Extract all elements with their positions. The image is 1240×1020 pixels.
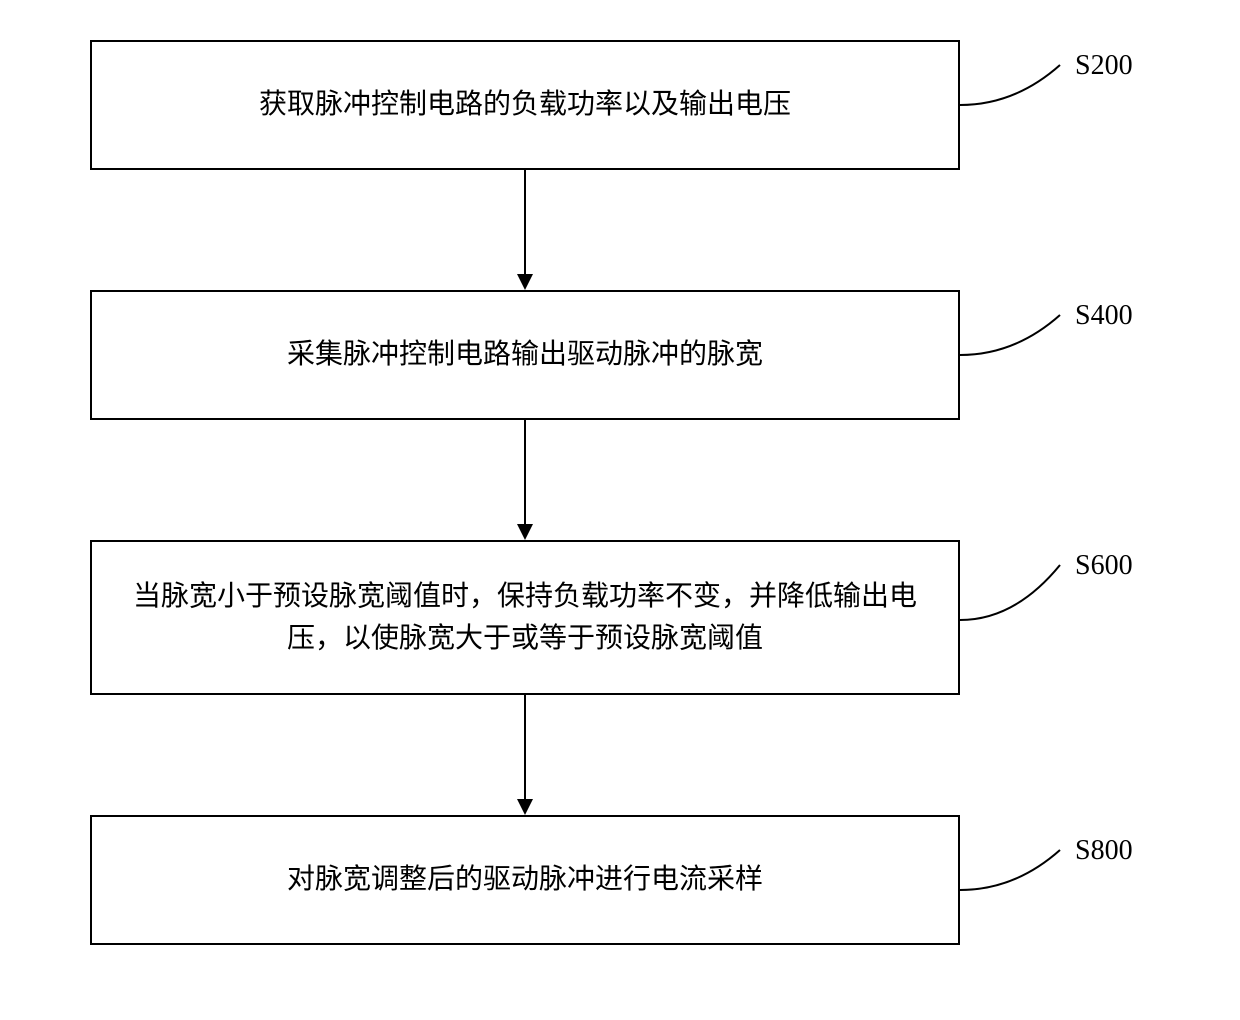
step-text-s400: 采集脉冲控制电路输出驱动脉冲的脉宽 (287, 334, 763, 376)
arrow-line-3 (524, 695, 526, 799)
arrow-head-1 (517, 274, 533, 290)
connector-s600 (960, 560, 1070, 630)
step-label-s800: S800 (1075, 835, 1133, 867)
arrow-head-3 (517, 799, 533, 815)
arrow-line-1 (524, 170, 526, 274)
step-text-s600: 当脉宽小于预设脉宽阈值时，保持负载功率不变，并降低输出电压，以使脉宽大于或等于预… (112, 576, 938, 660)
connector-s400 (960, 310, 1070, 365)
step-label-s600: S600 (1075, 550, 1133, 582)
connector-s800 (960, 845, 1070, 900)
step-text-s200: 获取脉冲控制电路的负载功率以及输出电压 (259, 84, 791, 126)
step-box-s200: 获取脉冲控制电路的负载功率以及输出电压 (90, 40, 960, 170)
flowchart-container: 获取脉冲控制电路的负载功率以及输出电压 S200 采集脉冲控制电路输出驱动脉冲的… (0, 0, 1240, 1020)
step-text-s800: 对脉宽调整后的驱动脉冲进行电流采样 (287, 859, 763, 901)
step-box-s800: 对脉宽调整后的驱动脉冲进行电流采样 (90, 815, 960, 945)
step-label-s200: S200 (1075, 50, 1133, 82)
step-label-s400: S400 (1075, 300, 1133, 332)
step-box-s600: 当脉宽小于预设脉宽阈值时，保持负载功率不变，并降低输出电压，以使脉宽大于或等于预… (90, 540, 960, 695)
connector-s200 (960, 60, 1070, 115)
arrow-line-2 (524, 420, 526, 524)
arrow-head-2 (517, 524, 533, 540)
step-box-s400: 采集脉冲控制电路输出驱动脉冲的脉宽 (90, 290, 960, 420)
